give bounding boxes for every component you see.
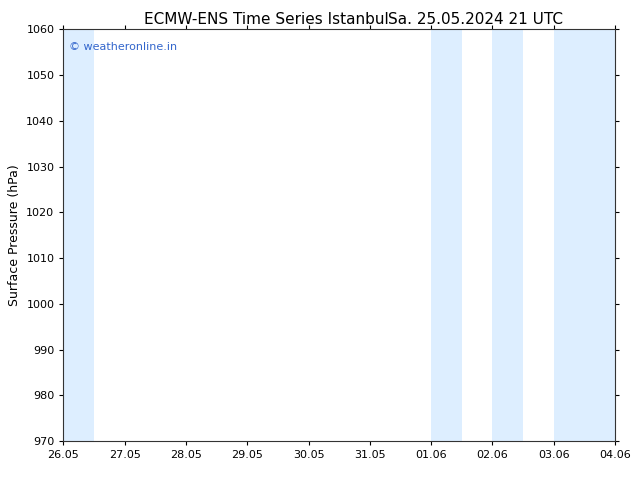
Bar xyxy=(585,29,615,441)
Y-axis label: Surface Pressure (hPa): Surface Pressure (hPa) xyxy=(8,164,21,306)
Text: Sa. 25.05.2024 21 UTC: Sa. 25.05.2024 21 UTC xyxy=(388,12,563,27)
Text: © weatheronline.in: © weatheronline.in xyxy=(69,42,177,52)
Bar xyxy=(493,29,523,441)
Bar xyxy=(63,29,94,441)
Text: ECMW-ENS Time Series Istanbul: ECMW-ENS Time Series Istanbul xyxy=(144,12,389,27)
Bar xyxy=(553,29,585,441)
Bar xyxy=(431,29,462,441)
